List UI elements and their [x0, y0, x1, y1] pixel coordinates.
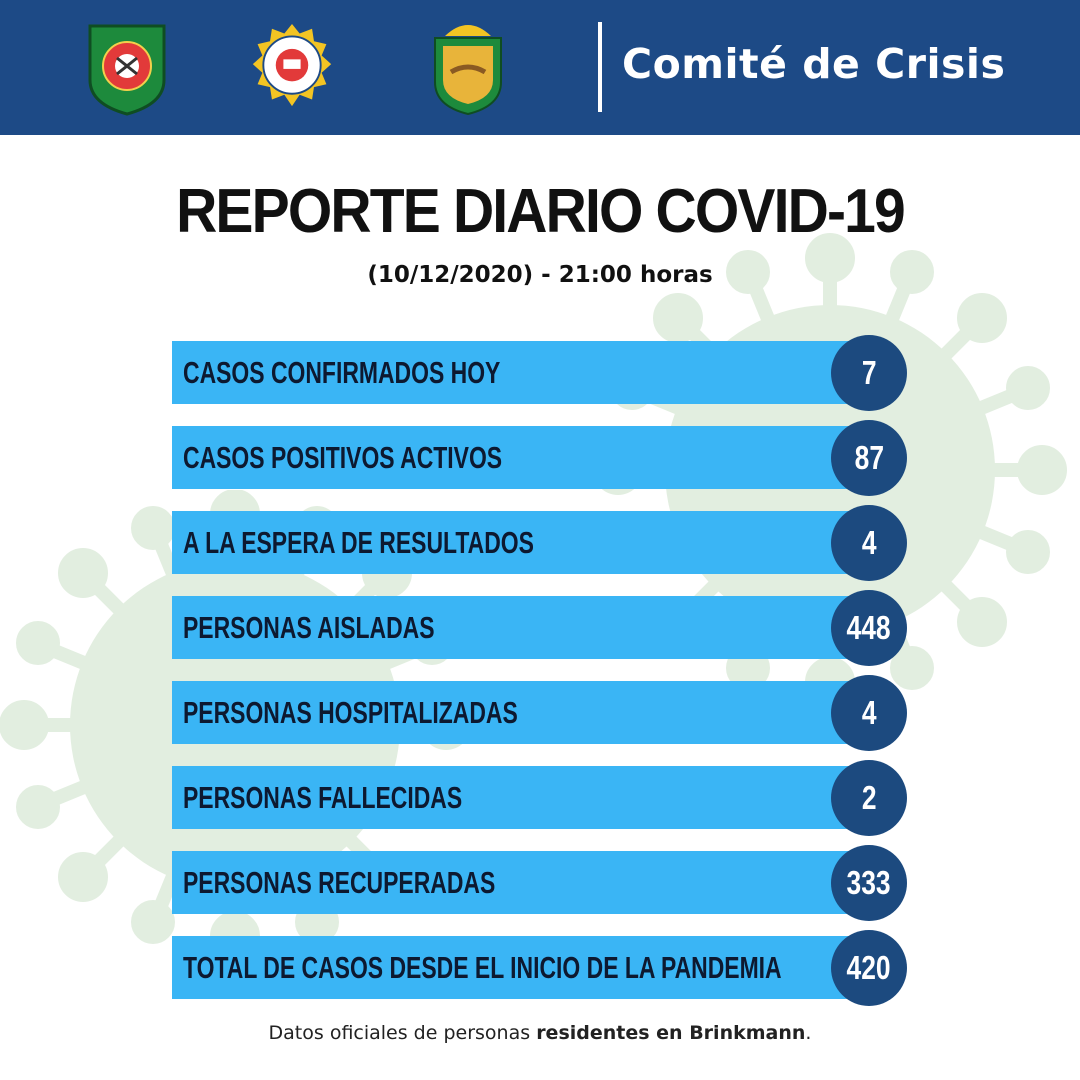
stat-value: 7	[861, 354, 877, 391]
stat-row-confirmed-today: CASOS CONFIRMADOS HOY	[172, 341, 868, 404]
stat-row-recovered: PERSONAS RECUPERADAS	[172, 851, 868, 914]
stat-row-hospitalized: PERSONAS HOSPITALIZADAS	[172, 681, 868, 744]
header-title: Comité de Crisis	[622, 40, 1006, 88]
stat-label: PERSONAS AISLADAS	[183, 610, 435, 645]
stat-value: 420	[846, 949, 892, 986]
header-divider	[598, 22, 602, 112]
stat-value: 2	[861, 779, 877, 816]
stat-label: PERSONAS FALLECIDAS	[183, 780, 463, 815]
stat-value-badge: 4	[831, 675, 907, 751]
stat-value: 333	[846, 864, 892, 901]
footer-suffix: .	[805, 1022, 812, 1044]
stat-value-badge: 448	[831, 590, 907, 666]
stat-value-badge: 4	[831, 505, 907, 581]
header-bar: Comité de Crisis	[0, 0, 1080, 135]
stat-label: CASOS POSITIVOS ACTIVOS	[183, 440, 503, 475]
stat-value: 448	[846, 609, 892, 646]
stat-label: PERSONAS HOSPITALIZADAS	[183, 695, 518, 730]
stat-value-badge: 333	[831, 845, 907, 921]
provincial-police-seal-icon	[252, 24, 332, 107]
stat-label: CASOS CONFIRMADOS HOY	[183, 355, 501, 390]
fire-department-shield-icon	[88, 24, 166, 116]
stat-value-badge: 420	[831, 930, 907, 1006]
municipal-coat-of-arms-icon	[434, 25, 502, 116]
stat-value: 4	[861, 694, 877, 731]
stat-row-total-cases: TOTAL DE CASOS DESDE EL INICIO DE LA PAN…	[172, 936, 868, 999]
stat-row-deceased: PERSONAS FALLECIDAS	[172, 766, 868, 829]
footer-bold: residentes en Brinkmann	[536, 1022, 806, 1044]
stat-value-badge: 7	[831, 335, 907, 411]
stat-value-badge: 2	[831, 760, 907, 836]
report-date: (10/12/2020) - 21:00 horas	[367, 262, 713, 288]
report-title: REPORTE DIARIO COVID-19	[176, 177, 906, 246]
stat-label: TOTAL DE CASOS DESDE EL INICIO DE LA PAN…	[183, 950, 782, 985]
stat-value: 4	[861, 524, 877, 561]
stat-value-badge: 87	[831, 420, 907, 496]
footer-prefix: Datos oficiales de personas	[268, 1022, 537, 1044]
stat-row-active-positive: CASOS POSITIVOS ACTIVOS	[172, 426, 868, 489]
stat-label: A LA ESPERA DE RESULTADOS	[183, 525, 534, 560]
stat-row-awaiting-results: A LA ESPERA DE RESULTADOS	[172, 511, 868, 574]
stat-row-isolated: PERSONAS AISLADAS	[172, 596, 868, 659]
stat-value: 87	[854, 439, 884, 476]
footer-note: Datos oficiales de personas residentes e…	[0, 1022, 1080, 1044]
stat-label: PERSONAS RECUPERADAS	[183, 865, 496, 900]
